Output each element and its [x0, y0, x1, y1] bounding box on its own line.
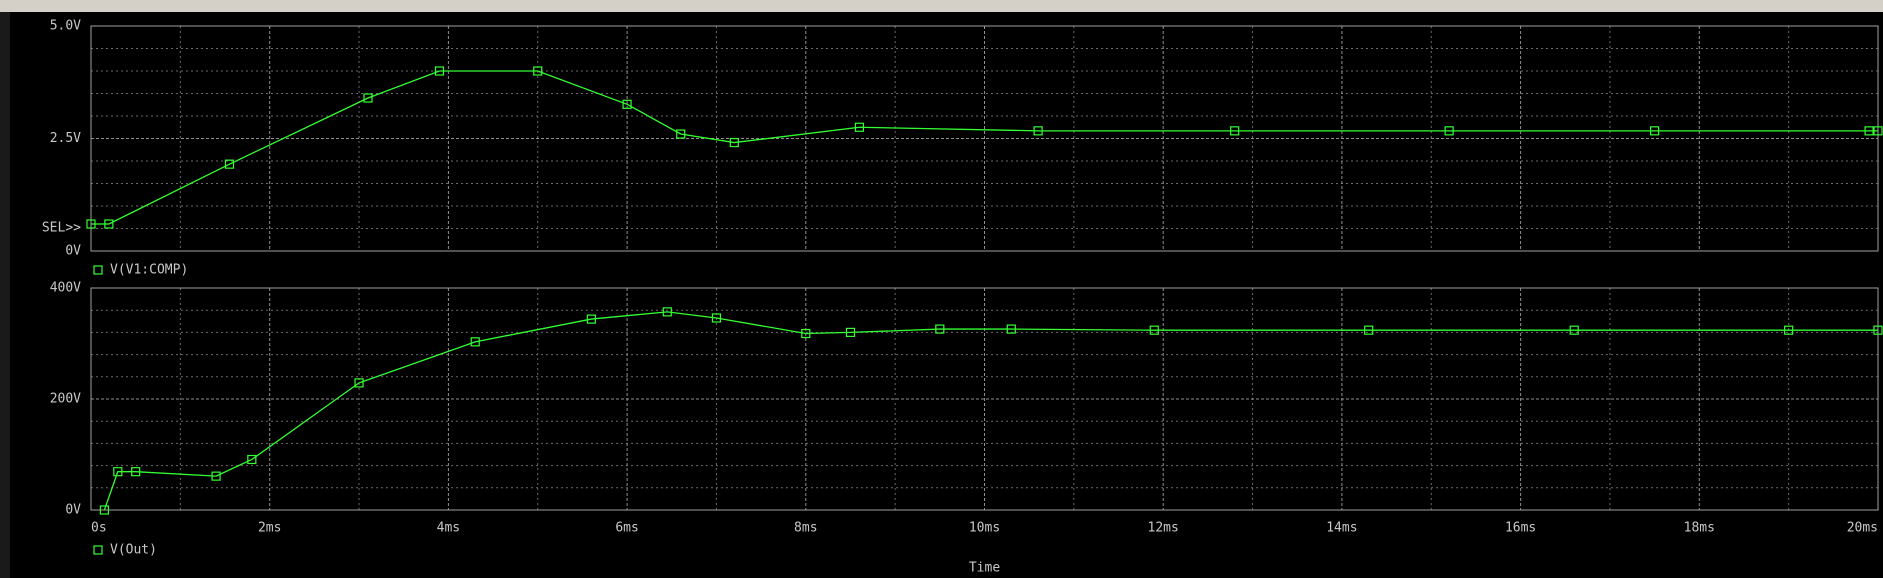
trace-marker	[1650, 126, 1660, 136]
trace-marker	[854, 122, 865, 132]
trace-marker	[247, 454, 257, 465]
legend-label: V(Out)	[110, 543, 157, 558]
y-tick-label: 0V	[65, 503, 81, 518]
y-tick-label: 5.0V	[50, 19, 81, 34]
window-top-border	[0, 0, 1883, 12]
trace-marker	[211, 471, 221, 481]
x-tick-label: 10ms	[969, 521, 1000, 536]
legend-label: V(V1:COMP)	[110, 263, 188, 278]
plot-frame	[90, 287, 1879, 511]
trace-marker	[622, 99, 632, 109]
x-tick-label: 16ms	[1505, 521, 1536, 536]
trace-marker	[1569, 325, 1579, 335]
trace-marker	[470, 337, 480, 347]
x-axis-label: Time	[969, 561, 1000, 576]
plot-frame	[90, 25, 1879, 252]
x-tick-label: 12ms	[1148, 521, 1179, 536]
trace-marker	[801, 328, 811, 339]
trace-marker	[711, 313, 722, 323]
trace-marker	[662, 307, 672, 317]
x-tick-label: 14ms	[1326, 521, 1357, 536]
legend-symbol	[93, 545, 103, 555]
trace-marker	[1033, 126, 1043, 136]
trace-marker	[104, 219, 114, 229]
trace-marker	[434, 66, 445, 76]
y-tick-label: 400V	[50, 281, 81, 296]
y-tick-label: 2.5V	[50, 131, 81, 146]
trace-marker	[354, 378, 364, 388]
y-tick-label: 0V	[65, 244, 81, 259]
legend-symbol	[93, 265, 103, 275]
trace-marker	[224, 159, 235, 169]
trace	[91, 70, 1878, 225]
trace-marker	[99, 505, 110, 515]
trace-marker	[935, 324, 945, 334]
trace-marker	[1873, 325, 1883, 335]
x-tick-label: 4ms	[437, 521, 460, 536]
x-tick-label: 2ms	[258, 521, 281, 536]
trace-marker	[1444, 126, 1454, 136]
trace-marker	[1149, 325, 1159, 335]
x-tick-label: 6ms	[615, 521, 638, 536]
trace-marker	[1864, 126, 1874, 136]
trace-marker	[586, 314, 596, 324]
trace-marker	[363, 93, 373, 103]
trace-marker	[533, 66, 543, 76]
trace-marker	[86, 219, 96, 229]
trace-marker	[131, 467, 141, 477]
x-tick-label: 18ms	[1684, 521, 1715, 536]
trace-marker	[1873, 126, 1883, 136]
trace-marker	[113, 467, 123, 477]
trace-marker	[1784, 325, 1794, 335]
sel-marker: SEL>>	[42, 221, 81, 236]
x-tick-label: 8ms	[794, 521, 817, 536]
trace-marker	[729, 137, 739, 148]
window-left-border	[0, 12, 10, 578]
trace-marker	[1364, 325, 1374, 335]
trace-marker	[1006, 324, 1016, 334]
x-tick-label: 0s	[91, 521, 107, 536]
trace-marker	[1230, 126, 1240, 136]
x-tick-label: 20ms	[1847, 521, 1878, 536]
trace-marker	[845, 327, 856, 337]
y-tick-label: 200V	[50, 392, 81, 407]
trace	[103, 311, 1878, 511]
trace-marker	[676, 129, 686, 139]
